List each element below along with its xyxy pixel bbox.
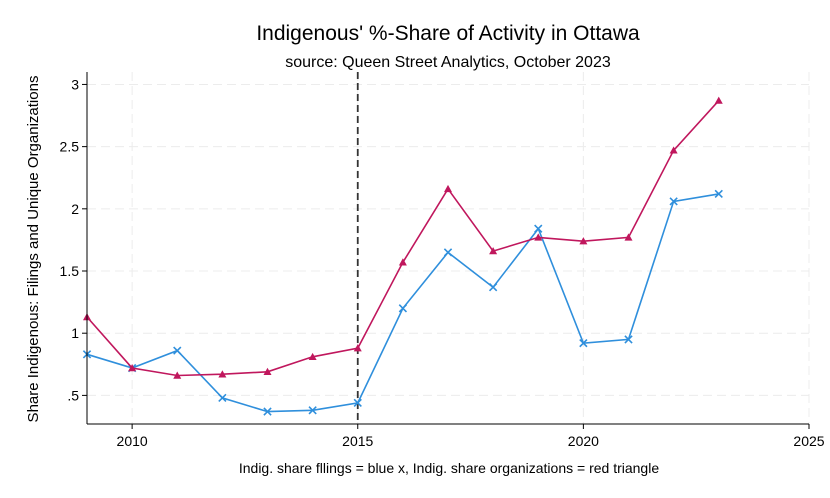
data-point-triangle-marker (128, 364, 137, 372)
x-tick-label: 2015 (342, 433, 373, 449)
axes: .5 1 1.5 2 2.5 3 2010 2015 2020 2025 (60, 72, 825, 449)
y-tick-label: 3 (71, 76, 79, 92)
data-point-triangle-marker (669, 146, 678, 154)
data-point-triangle-marker (173, 371, 182, 379)
data-point-triangle-marker (218, 370, 227, 378)
y-tick-label: .5 (67, 387, 79, 403)
x-axis-note: Indig. share fllings = blue x, Indig. sh… (239, 460, 659, 476)
data-point-x-marker (669, 197, 678, 206)
series-layer (82, 96, 723, 416)
data-point-x-marker (624, 335, 633, 344)
x-tick-label: 2010 (117, 433, 148, 449)
y-tick-label: 2 (71, 201, 79, 217)
data-point-x-marker (218, 393, 227, 403)
data-point-x-marker (579, 338, 588, 348)
data-point-triangle-marker (398, 258, 407, 266)
series-line-0 (86, 193, 719, 413)
data-point-x-marker (398, 304, 408, 313)
data-point-triangle-marker (579, 237, 588, 245)
data-point-triangle-marker (714, 96, 723, 104)
chart-subtitle: source: Queen Street Analytics, October … (285, 54, 611, 71)
data-point-triangle-marker (444, 184, 452, 193)
gridlines (87, 72, 810, 424)
data-point-x-marker (353, 398, 362, 408)
data-point-x-marker (714, 189, 723, 199)
y-tick-label: 1.5 (60, 263, 80, 279)
data-point-triangle-marker (353, 344, 362, 352)
y-tick-label: 1 (71, 325, 79, 341)
chart-title: Indigenous' %-Share of Activity in Ottaw… (256, 22, 640, 45)
data-point-x-marker (308, 406, 317, 415)
data-point-triangle-marker (489, 247, 498, 255)
y-tick-label: 2.5 (60, 139, 80, 155)
data-point-x-marker (488, 283, 498, 292)
data-point-x-marker (443, 248, 453, 257)
data-point-x-marker (263, 407, 272, 416)
data-point-triangle-marker (624, 233, 633, 241)
x-tick-label: 2025 (793, 433, 824, 449)
y-axis-label: Share Indigenous: Filings and Unique Org… (25, 76, 42, 423)
data-point-triangle-marker (534, 233, 543, 241)
data-point-triangle-marker (263, 367, 272, 375)
data-point-x-marker (173, 346, 182, 355)
series-line-1 (86, 100, 720, 377)
data-point-x-marker (534, 224, 543, 233)
data-point-triangle-marker (308, 352, 317, 361)
x-tick-label: 2020 (568, 433, 599, 449)
